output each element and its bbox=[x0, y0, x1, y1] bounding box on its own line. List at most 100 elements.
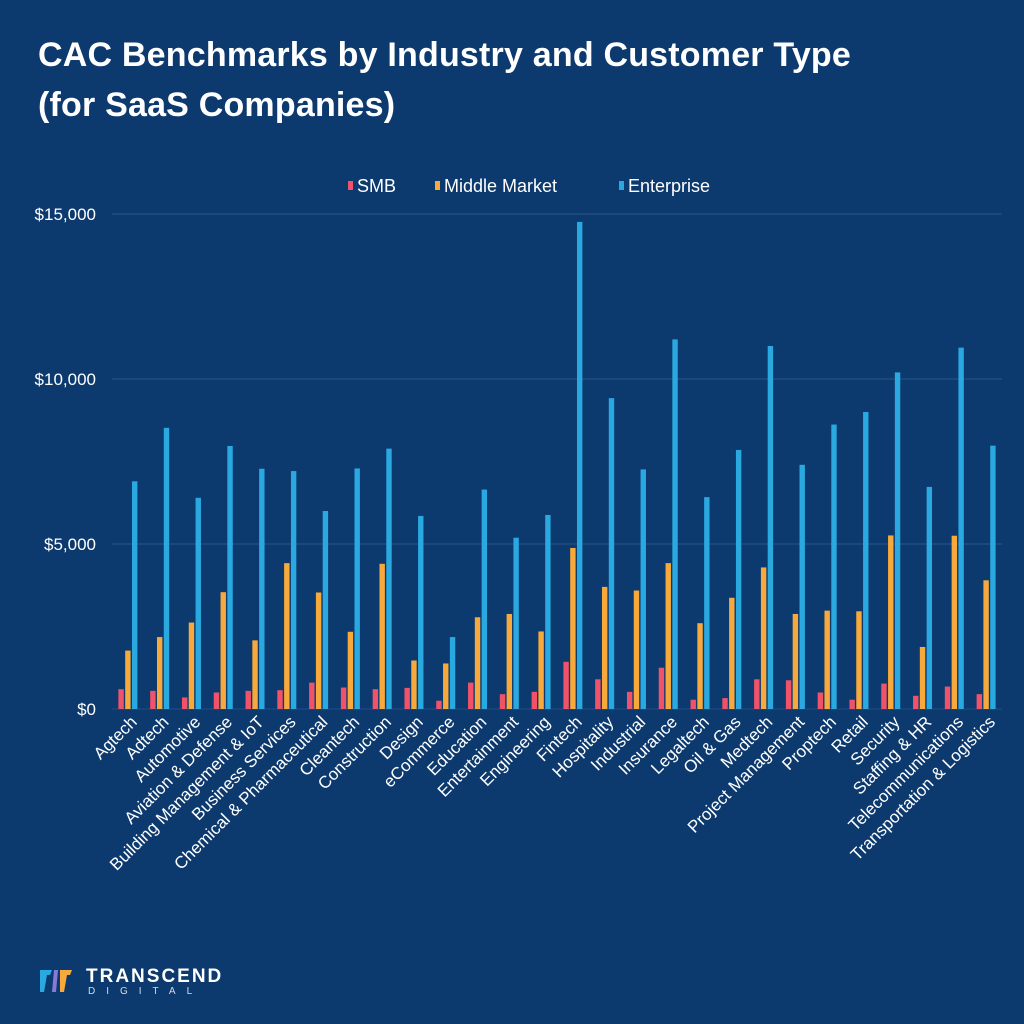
bar-middle-market bbox=[633, 590, 640, 709]
legend-label: SMB bbox=[357, 176, 396, 196]
bar-smb bbox=[595, 679, 601, 709]
legend-swatch bbox=[619, 181, 624, 190]
bar-smb bbox=[817, 692, 824, 709]
bar-middle-market bbox=[665, 563, 671, 709]
bar-enterprise bbox=[386, 448, 392, 709]
bar-middle-market bbox=[443, 663, 449, 709]
bar-middle-market bbox=[156, 637, 163, 709]
bar-enterprise bbox=[322, 511, 329, 709]
bar-enterprise bbox=[767, 346, 774, 709]
bar-middle-market bbox=[983, 580, 989, 709]
bar-smb bbox=[626, 691, 633, 709]
bar-middle-market bbox=[315, 592, 322, 709]
bar-middle-market bbox=[474, 617, 481, 709]
transcend-logo-icon bbox=[40, 970, 72, 992]
bar-enterprise bbox=[926, 486, 933, 709]
bar-enterprise bbox=[131, 481, 138, 709]
bar-smb bbox=[436, 700, 442, 709]
bar-enterprise bbox=[481, 489, 488, 709]
bar-middle-market bbox=[601, 586, 608, 709]
bar-middle-market bbox=[570, 547, 576, 709]
bar-middle-market bbox=[252, 640, 258, 709]
bar-enterprise bbox=[290, 471, 297, 709]
bar-middle-market bbox=[538, 631, 544, 709]
bar-middle-market bbox=[792, 613, 799, 709]
logo-subtitle: DIGITAL bbox=[88, 986, 204, 997]
bar-smb bbox=[118, 689, 124, 709]
bar-middle-market bbox=[411, 660, 417, 709]
bar-enterprise bbox=[735, 449, 742, 709]
bar-smb bbox=[150, 690, 156, 709]
brand-logo: TRANSCEND DIGITAL bbox=[38, 966, 238, 997]
bar-smb bbox=[913, 695, 919, 709]
legend-swatch bbox=[435, 181, 440, 190]
bar-smb bbox=[722, 698, 728, 709]
bar-smb bbox=[944, 686, 951, 709]
y-tick-label: $10,000 bbox=[35, 370, 96, 389]
bar-enterprise bbox=[418, 515, 424, 709]
bar-smb bbox=[468, 682, 474, 709]
bar-enterprise bbox=[704, 497, 710, 709]
bar-smb bbox=[690, 699, 696, 709]
logo-wordmark: TRANSCEND bbox=[86, 966, 224, 987]
bar-smb bbox=[245, 690, 251, 709]
bar-enterprise bbox=[894, 372, 901, 709]
bar-enterprise bbox=[576, 221, 583, 710]
bar-smb bbox=[881, 683, 887, 709]
bar-smb bbox=[785, 680, 792, 709]
bar-smb bbox=[563, 661, 569, 709]
legend-label: Middle Market bbox=[444, 176, 557, 196]
bar-middle-market bbox=[188, 622, 195, 709]
bar-middle-market bbox=[824, 610, 830, 709]
y-tick-label: $0 bbox=[77, 700, 96, 719]
bar-enterprise bbox=[513, 537, 519, 709]
bar-smb bbox=[404, 687, 410, 709]
bar-enterprise bbox=[354, 468, 360, 709]
bar-enterprise bbox=[958, 347, 964, 709]
bar-smb bbox=[499, 694, 506, 709]
bar-smb bbox=[213, 692, 220, 709]
bar-enterprise bbox=[449, 637, 456, 709]
legend-swatch bbox=[348, 181, 353, 190]
bar-enterprise bbox=[608, 398, 615, 709]
bar-smb bbox=[277, 690, 283, 709]
bar-middle-market bbox=[284, 563, 290, 709]
chart-title: CAC Benchmarks by Industry and Customer … bbox=[38, 30, 998, 130]
bar-middle-market bbox=[506, 613, 513, 709]
chart-title-line-2: (for SaaS Companies) bbox=[38, 86, 396, 124]
bar-enterprise bbox=[990, 445, 996, 709]
bar-smb bbox=[658, 667, 665, 709]
bar-enterprise bbox=[545, 514, 551, 709]
bar-middle-market bbox=[220, 592, 226, 709]
legend-label: Enterprise bbox=[628, 176, 710, 196]
bar-enterprise bbox=[672, 339, 678, 709]
bar-middle-market bbox=[951, 535, 958, 709]
bar-enterprise bbox=[163, 427, 170, 709]
bar-enterprise bbox=[227, 445, 233, 709]
bar-middle-market bbox=[347, 631, 354, 709]
bar-smb bbox=[531, 691, 538, 709]
bar-middle-market bbox=[697, 623, 703, 709]
bar-smb bbox=[976, 694, 983, 709]
bar-smb bbox=[309, 682, 315, 709]
bar-middle-market bbox=[729, 597, 735, 709]
bar-smb bbox=[849, 699, 855, 709]
bar-middle-market bbox=[919, 646, 926, 709]
bar-smb bbox=[372, 689, 379, 709]
bar-enterprise bbox=[259, 468, 265, 709]
bar-middle-market bbox=[125, 650, 131, 709]
chart-title-line-1: CAC Benchmarks by Industry and Customer … bbox=[38, 36, 852, 74]
bar-middle-market bbox=[888, 535, 894, 709]
bar-enterprise bbox=[640, 469, 646, 709]
bar-smb bbox=[754, 679, 760, 709]
bar-enterprise bbox=[863, 412, 869, 709]
bar-enterprise bbox=[799, 464, 805, 709]
bar-enterprise bbox=[831, 424, 837, 709]
bar-middle-market bbox=[379, 563, 385, 709]
bar-enterprise bbox=[195, 497, 201, 709]
y-tick-label: $15,000 bbox=[35, 205, 96, 224]
bar-chart: $0 $5,000 $10,000 $15,000 SMB Middle Market En… bbox=[35, 176, 1002, 874]
bar-smb bbox=[181, 697, 188, 709]
bar-middle-market bbox=[856, 611, 862, 709]
bar-smb bbox=[340, 687, 347, 709]
